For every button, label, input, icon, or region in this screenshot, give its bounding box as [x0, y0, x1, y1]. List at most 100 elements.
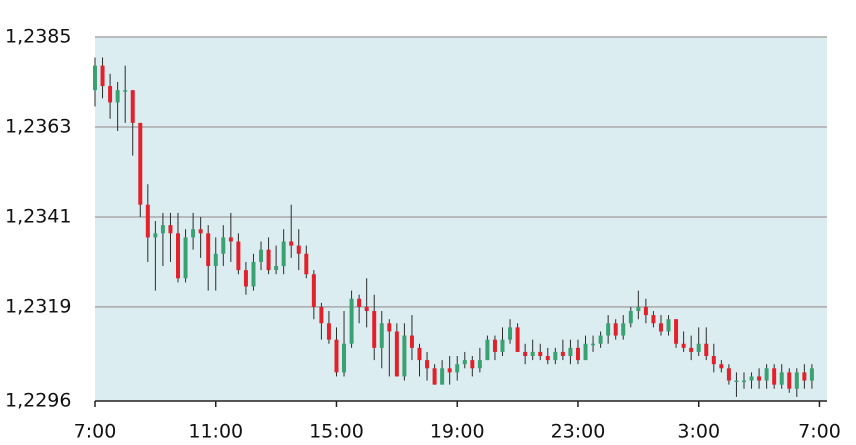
candle-body [153, 233, 158, 238]
candle-body [281, 241, 286, 267]
candle-body [492, 339, 497, 352]
candle-body [809, 368, 814, 381]
candle-body [794, 372, 799, 389]
y-tick-label: 1,2319 [5, 295, 71, 317]
candle-body [342, 343, 347, 373]
candle-body [115, 90, 120, 103]
candle-body [409, 335, 414, 348]
candle-body [213, 253, 218, 267]
candle-body [266, 249, 271, 271]
candle-body [387, 323, 392, 332]
candle-body [764, 368, 769, 381]
candle-body [553, 351, 558, 361]
candle-body [251, 261, 256, 287]
candle-body [508, 327, 513, 340]
candle-body [568, 347, 573, 357]
candle-body [326, 323, 331, 340]
y-tick-label: 1,2296 [5, 390, 71, 412]
candle-body [681, 343, 686, 348]
candle-body [108, 86, 113, 103]
candle-body [560, 351, 565, 357]
candle-body [455, 364, 460, 373]
candle-body [304, 253, 309, 275]
candle-body [334, 339, 339, 373]
candle-body [402, 335, 407, 377]
candle-body [741, 380, 746, 383]
candle-body [236, 241, 241, 271]
candle-body [138, 122, 143, 205]
x-tick-label: 19:00 [430, 421, 485, 443]
candle-body [462, 360, 467, 365]
y-tick-label: 1,2385 [5, 26, 71, 48]
candle-body [575, 347, 580, 361]
candle-body [93, 65, 97, 91]
candle-body [621, 323, 626, 336]
candle-body [477, 360, 482, 369]
candle-body [259, 249, 264, 262]
plot-area [95, 37, 827, 401]
candle-body [666, 319, 671, 332]
candle-body [674, 319, 679, 344]
candle-body [651, 315, 656, 324]
candle-body [772, 368, 777, 385]
candle-body [394, 331, 399, 377]
x-tick-label: 7:00 [798, 421, 841, 443]
candle-body [198, 229, 203, 234]
candle-body [628, 311, 633, 324]
candle-body [425, 360, 430, 369]
candle-body [123, 90, 128, 92]
candle-body [432, 368, 437, 385]
candle-body [598, 335, 603, 344]
candle-body [176, 233, 181, 279]
candle-body [779, 372, 784, 385]
y-tick-label: 1,2341 [5, 205, 71, 227]
candle-body [274, 266, 279, 271]
candle-body [643, 306, 648, 316]
candle-body [719, 364, 724, 369]
candle-body [734, 380, 739, 383]
x-tick-label: 11:00 [188, 421, 243, 443]
candle-body [802, 372, 807, 381]
candle-body [349, 298, 354, 344]
candle-body [704, 343, 709, 357]
candle-body [591, 343, 596, 346]
candle-body [357, 298, 362, 307]
candle-body [440, 368, 445, 385]
candle-body [372, 311, 377, 348]
x-tick-label: 15:00 [309, 421, 364, 443]
candle-body [749, 376, 754, 381]
candle-body [296, 245, 301, 254]
x-tick-label: 23:00 [551, 421, 606, 443]
candle-body [757, 376, 762, 381]
y-tick-label: 1,2363 [5, 115, 71, 137]
x-tick-label: 3:00 [677, 421, 720, 443]
candle-body [545, 356, 550, 361]
candle-body [243, 270, 248, 287]
candle-body [289, 241, 294, 246]
candle-body [658, 323, 663, 332]
x-tick-label: 7:00 [74, 421, 117, 443]
candle-body [100, 65, 105, 87]
candle-body [160, 225, 165, 234]
candle-body [130, 90, 135, 123]
candle-body [613, 323, 618, 336]
candle-body [364, 306, 369, 312]
candle-body [689, 347, 694, 352]
candle-body [500, 339, 505, 352]
candle-body [311, 274, 316, 307]
candle-body [228, 237, 233, 242]
candle-body [417, 347, 422, 361]
candle-body [530, 351, 535, 357]
candle-body [221, 237, 226, 254]
candle-body [515, 327, 520, 352]
candle-body [636, 306, 641, 312]
candle-body [583, 343, 588, 361]
candle-body [470, 360, 475, 369]
candle-body [606, 323, 611, 336]
candle-body [485, 339, 490, 361]
candle-body [711, 356, 716, 365]
candle-body [447, 368, 452, 373]
candle-body [168, 225, 173, 234]
candle-body [183, 237, 188, 279]
